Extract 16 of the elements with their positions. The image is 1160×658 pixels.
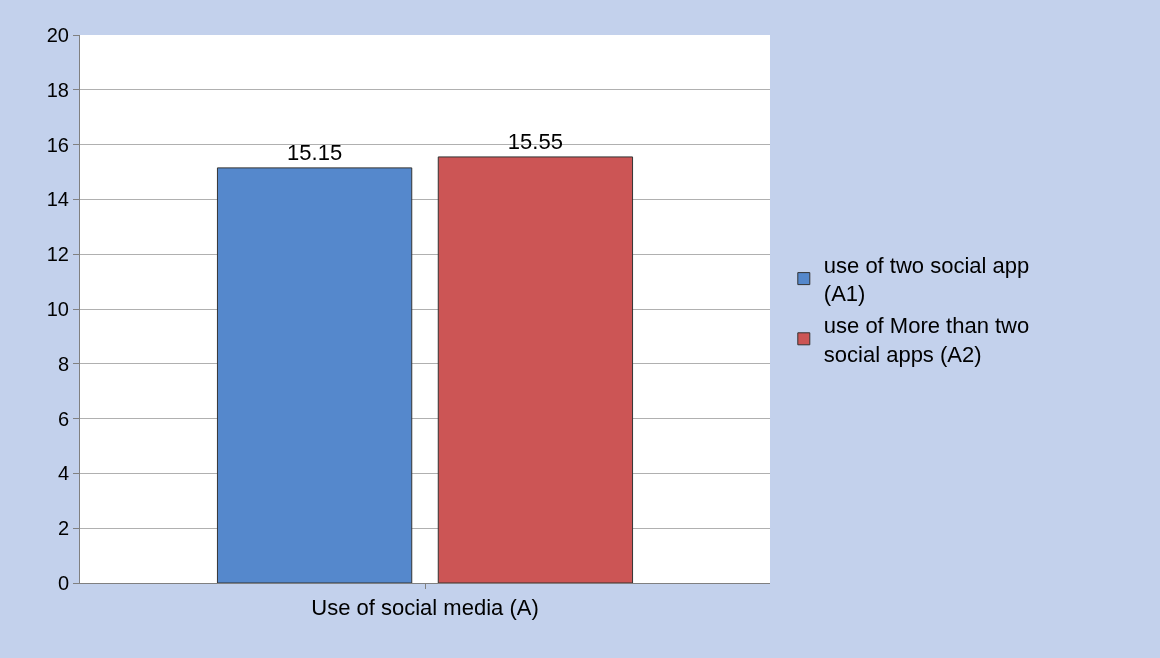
y-tick-label: 20 — [46, 24, 69, 46]
y-tick-label: 6 — [57, 407, 69, 430]
legend-label: use of More than two social apps (A2) — [823, 313, 1030, 367]
x-tick-label: Use of social media (A) — [311, 595, 539, 621]
y-tick-label: 18 — [46, 78, 69, 101]
y-tick-label: 14 — [46, 188, 69, 211]
legend-label: use of two social app (A1) — [823, 252, 1030, 307]
y-tick-label: 8 — [57, 352, 69, 375]
data-label: 15.15 — [287, 139, 343, 165]
y-tick-label: 2 — [57, 517, 69, 540]
y-tick-label: 16 — [46, 133, 69, 156]
y-tick-label: 10 — [46, 298, 69, 320]
y-tick-label: 4 — [57, 462, 69, 485]
data-label: 15.55 — [507, 128, 563, 154]
y-tick-label: 0 — [57, 572, 69, 594]
y-tick-label: 12 — [46, 243, 69, 266]
